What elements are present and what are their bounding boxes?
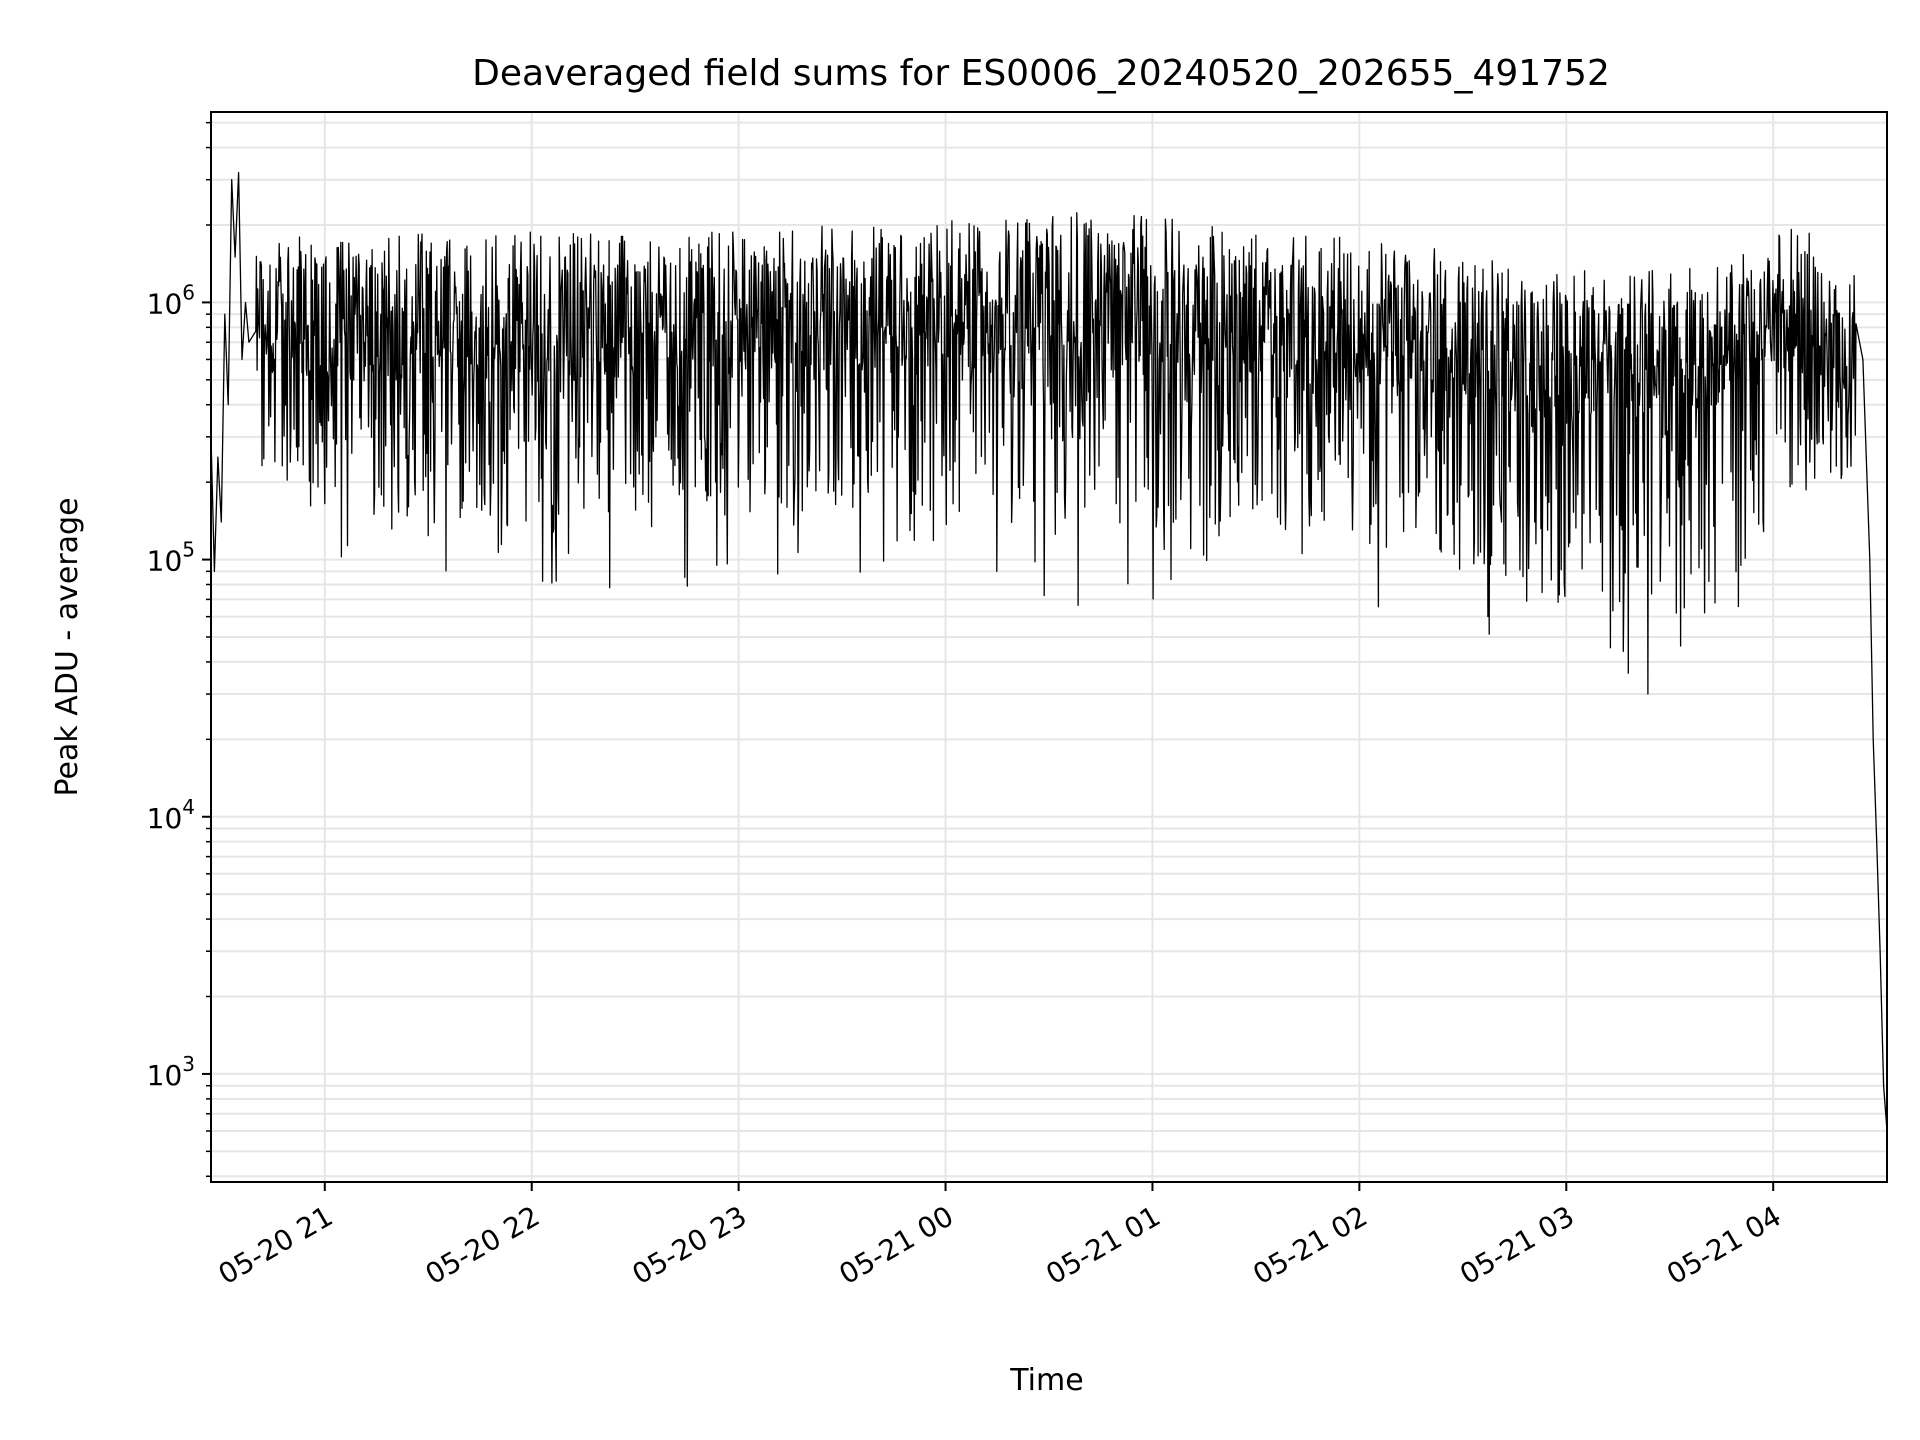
y-tick-label: 105 (147, 538, 195, 578)
grid (211, 112, 1887, 1182)
y-tick-label: 104 (147, 795, 195, 835)
y-tick-label: 106 (147, 280, 195, 320)
series-line (210, 171, 1888, 1132)
data-series (210, 171, 1888, 1132)
plot-frame (210, 111, 1888, 1183)
y-axis: 103 104 105 106 (147, 121, 211, 1178)
y-tick-label: 103 (147, 1052, 195, 1092)
chart-title: Deaveraged field sums for ES0006_2024052… (472, 53, 1610, 94)
y-axis-label: Peak ADU - average (50, 497, 85, 796)
x-axis-label: Time (1009, 1363, 1083, 1398)
